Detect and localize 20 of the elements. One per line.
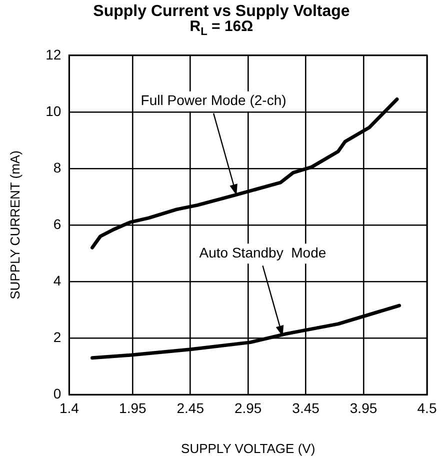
annotation: Full Power Mode (2-ch) [140,92,286,108]
x-tick-label: 2.95 [234,400,262,416]
x-tick-label: 3.95 [350,400,378,416]
y-tick-label: 2 [53,328,62,345]
chart-subtitle: R$_{L}$ = 16Ω [188,18,254,39]
x-tick-label: 1.95 [119,400,146,416]
chart-title: Supply Current vs Supply Voltage [92,2,351,20]
x-axis-title: SUPPLY VOLTAGE (V) [181,440,316,456]
y-axis-title: SUPPLY CURRENT (mA) [7,150,22,300]
x-tick-label: 3.45 [292,400,320,416]
y-tick-label: 10 [46,102,62,119]
annotation: Auto Standby Mode [199,244,326,261]
y-tick-label: 12 [46,46,62,62]
x-tick-label: 2.45 [176,400,204,416]
x-tick-label: 4.5 [417,400,437,416]
x-tick-label: 1.4 [59,400,80,416]
y-tick-label: 0 [53,385,62,402]
y-tick-label: 8 [53,159,62,176]
y-tick-label: 6 [53,216,62,232]
y-tick-label: 4 [53,272,62,288]
